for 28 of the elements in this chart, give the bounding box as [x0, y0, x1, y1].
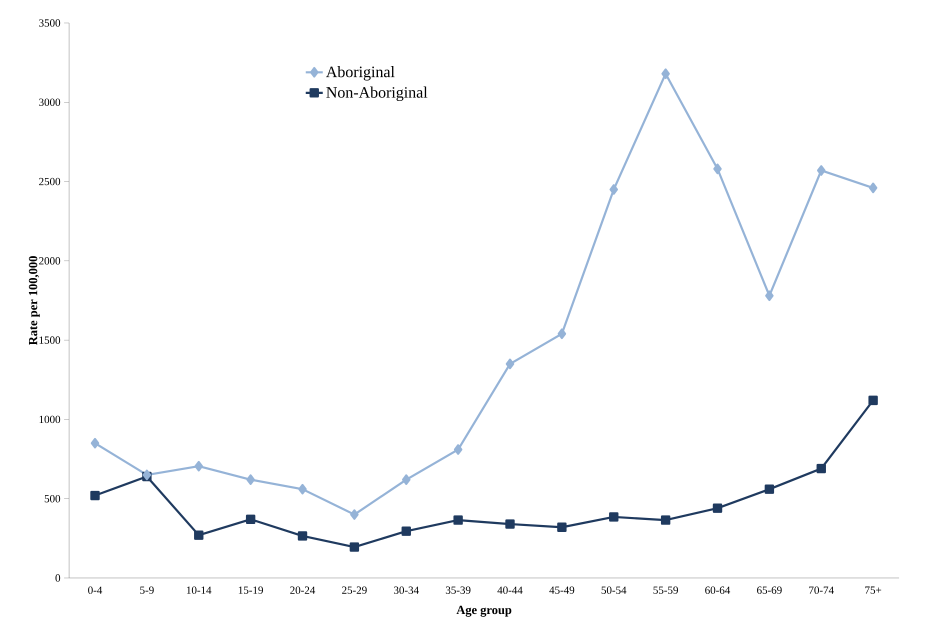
x-tick-label: 20-24 [290, 586, 316, 594]
x-tick-label: 50-54 [602, 586, 626, 594]
x-axis-title: Age group [456, 606, 512, 617]
y-tick-label: 0 [55, 574, 60, 582]
x-tick-label: 55-59 [653, 586, 678, 594]
x-tick-label: 15-19 [238, 586, 263, 594]
y-tick-label: 2500 [39, 178, 60, 186]
y-tick-label: 2000 [39, 257, 60, 265]
y-tick-label: 3000 [39, 98, 60, 106]
x-tick-label: 40-44 [497, 586, 523, 594]
legend-label: Aboriginal [326, 66, 395, 81]
x-tick-label: 0-4 [88, 586, 102, 594]
y-tick-label: 500 [44, 495, 60, 502]
y-tick-label: 1000 [40, 416, 60, 424]
x-tick-label: 60-64 [705, 586, 730, 594]
x-tick-label: 10-14 [186, 586, 212, 594]
x-tick-label: 25-29 [342, 586, 367, 594]
x-tick-label: 30-34 [394, 586, 419, 594]
y-axis-title: Rate per 100,000 [28, 256, 40, 346]
y-tick-label: 3500 [39, 19, 60, 27]
x-tick-label: 45-49 [549, 586, 574, 594]
x-tick-label: 75+ [865, 586, 882, 594]
x-tick-label: 65-69 [757, 586, 782, 594]
x-tick-label: 35-39 [446, 586, 470, 594]
legend-label: Non-Aboriginal [326, 86, 428, 102]
x-tick-label: 70-74 [809, 586, 834, 594]
y-tick-label: 1500 [40, 336, 60, 344]
x-tick-label: 5-9 [140, 586, 154, 594]
